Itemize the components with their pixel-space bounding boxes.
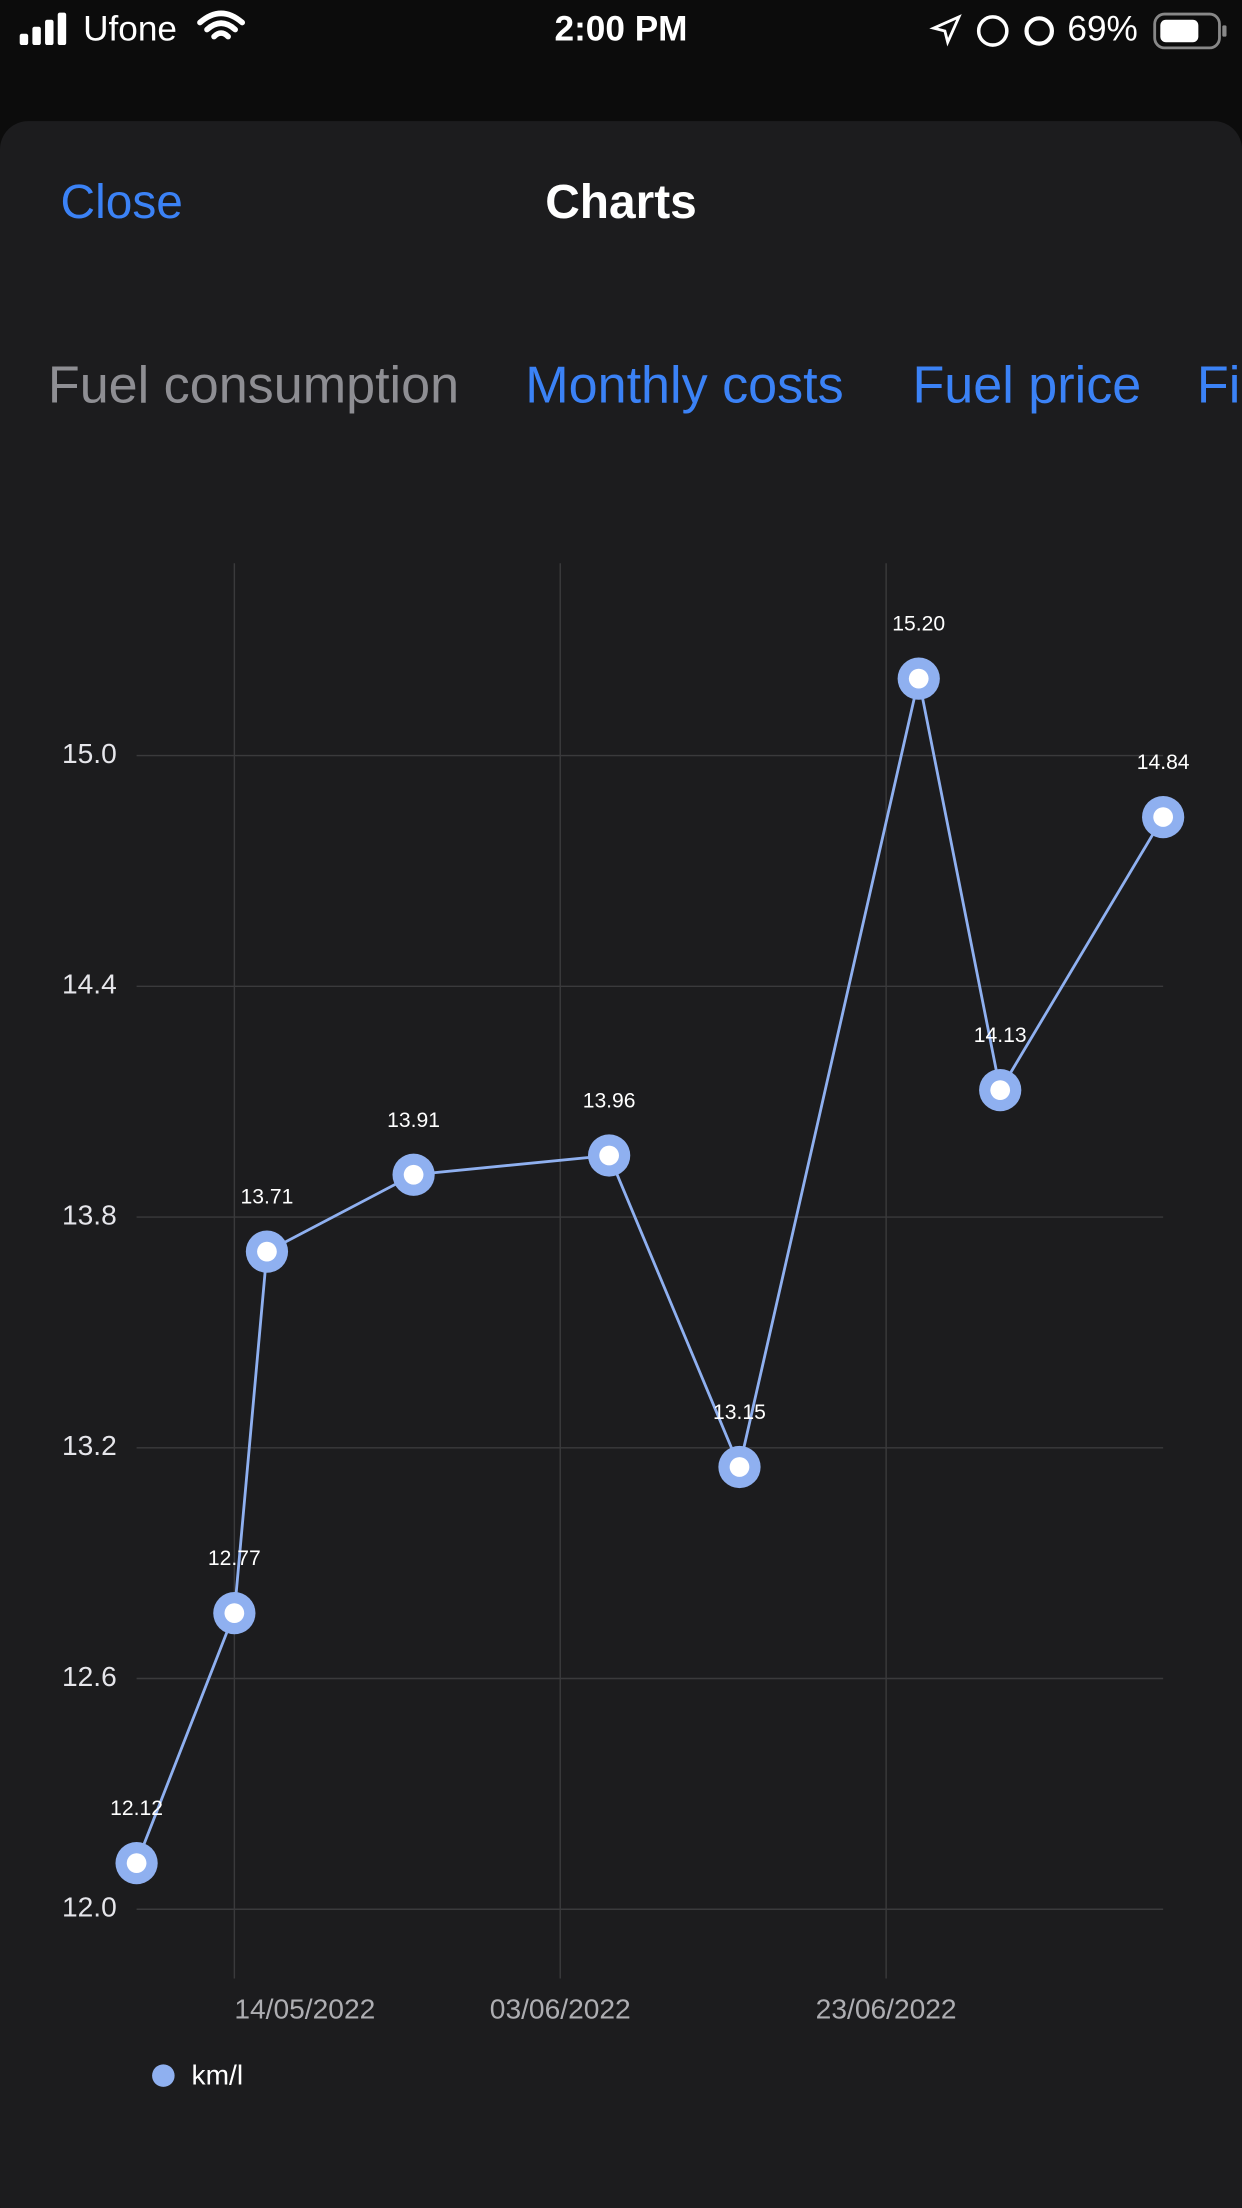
data-label: 12.12 [110,1797,163,1820]
battery-level [1160,19,1199,43]
close-button[interactable]: Close [61,176,183,229]
battery-tip [1222,25,1227,37]
data-point-center [1153,807,1173,827]
tab[interactable]: Monthly costs [525,356,843,414]
location-icon [929,14,962,47]
data-label: 15.20 [892,613,945,636]
data-point-center [599,1145,619,1166]
signal-icon [19,12,67,46]
x-tick-label: 14/05/2022 [234,1993,375,2024]
legend-label: km/l [192,2059,244,2090]
carrier: Ufone [83,9,177,48]
data-label: 13.91 [387,1109,440,1132]
y-tick-label: 13.2 [62,1430,117,1461]
tab[interactable]: Fuel price [912,356,1141,414]
data-point-center [908,668,929,689]
data-label: 14.84 [1137,751,1190,774]
data-label: 13.15 [713,1401,766,1424]
time: 2:00 PM [555,9,688,48]
data-point-center [126,1853,147,1873]
data-point-center [257,1241,277,1262]
battery-text: 69% [1067,9,1137,48]
x-tick-label: 03/06/2022 [490,1993,631,2024]
tab[interactable]: Fi [1197,356,1240,414]
y-tick-label: 13.8 [62,1199,117,1230]
data-label: 12.77 [208,1547,261,1570]
rotation-lock-icon [976,15,1009,47]
y-tick-label: 15.0 [62,738,117,769]
battery-outline [1153,12,1221,50]
data-point-center [403,1164,424,1185]
alarm-icon [1024,16,1055,46]
data-label: 14.13 [974,1024,1027,1047]
chart: 12.0 12.6 13.2 13.8 14.4 15.0 14/05/2022 03/06/… [62,563,1190,2090]
data-label: 13.71 [241,1186,294,1209]
legend-swatch [152,2064,175,2087]
title: Charts [545,176,697,229]
data-point-center [729,1457,750,1477]
tab[interactable]: Fuel consumption [48,356,459,414]
x-tick-label: 23/06/2022 [816,1993,957,2024]
wifi-icon [197,10,246,40]
y-tick-label: 12.6 [62,1661,117,1692]
y-tick-label: 12.0 [62,1892,117,1923]
data-point-center [224,1603,245,1623]
data-label: 13.96 [583,1090,636,1113]
data-point-center [990,1080,1011,1100]
y-tick-label: 14.4 [62,969,117,1000]
